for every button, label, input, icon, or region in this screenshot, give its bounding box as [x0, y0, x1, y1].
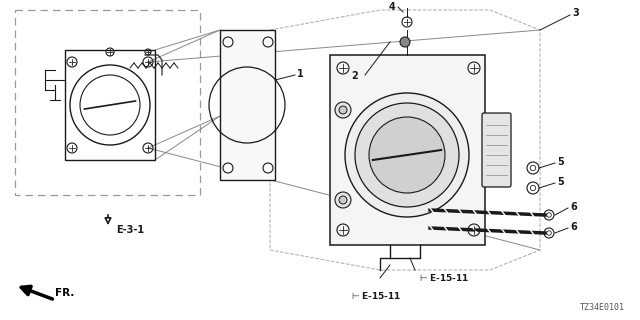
Text: 2: 2 [351, 71, 358, 81]
FancyBboxPatch shape [482, 113, 511, 187]
Text: 6: 6 [570, 202, 577, 212]
Text: E-3-1: E-3-1 [116, 225, 144, 235]
Circle shape [400, 37, 410, 47]
Text: 5: 5 [557, 157, 564, 167]
Text: 1: 1 [297, 69, 304, 79]
Text: 6: 6 [570, 222, 577, 232]
Text: $\vdash$E-15-11: $\vdash$E-15-11 [350, 290, 401, 301]
Text: 4: 4 [388, 2, 395, 12]
Text: FR.: FR. [55, 288, 74, 298]
Text: $\vdash$E-15-11: $\vdash$E-15-11 [418, 272, 469, 283]
Circle shape [335, 192, 351, 208]
Bar [220, 30, 275, 180]
Circle shape [339, 196, 347, 204]
Text: 5: 5 [557, 177, 564, 187]
Bar [15, 10, 200, 195]
Bar [330, 55, 485, 245]
Circle shape [345, 93, 469, 217]
Circle shape [355, 103, 459, 207]
Circle shape [335, 102, 351, 118]
Circle shape [369, 117, 445, 193]
Text: 3: 3 [572, 8, 579, 18]
Circle shape [339, 106, 347, 114]
Text: TZ34E0101: TZ34E0101 [580, 303, 625, 312]
